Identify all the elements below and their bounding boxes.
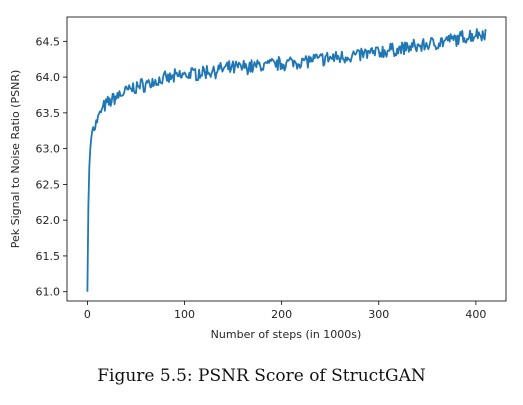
- x-tick-label: 0: [84, 308, 91, 321]
- y-tick-label: 63.5: [36, 107, 61, 120]
- y-tick-label: 64.0: [36, 71, 61, 84]
- y-tick-label: 64.5: [36, 35, 61, 48]
- x-tick-label: 100: [174, 308, 195, 321]
- figure-caption: Figure 5.5: PSNR Score of StructGAN: [97, 366, 426, 386]
- x-axis-label: Number of steps (in 1000s): [211, 328, 362, 341]
- y-axis: 61.0 61.5 62.0 62.5 63.0 63.5 64.0 64.5: [36, 35, 67, 299]
- y-tick-label: 63.0: [36, 143, 61, 156]
- x-tick-label: 300: [368, 308, 389, 321]
- x-tick-label: 400: [465, 308, 486, 321]
- x-axis: 0 100 200 300 400: [84, 301, 486, 321]
- y-tick-label: 62.5: [36, 178, 61, 191]
- y-tick-label: 61.5: [36, 250, 61, 263]
- y-tick-label: 62.0: [36, 214, 61, 227]
- psnr-series-line: [86, 28, 487, 292]
- psnr-line-chart: 61.0 61.5 62.0 62.5 63.0 63.5 64.0 64.5 0 100 200…: [9, 16, 507, 341]
- x-tick-label: 200: [271, 308, 292, 321]
- y-tick-label: 61.0: [36, 286, 61, 299]
- plot-area: [66, 16, 507, 302]
- y-axis-label: Pek Signal to Noise Ratio (PSNR): [9, 70, 22, 249]
